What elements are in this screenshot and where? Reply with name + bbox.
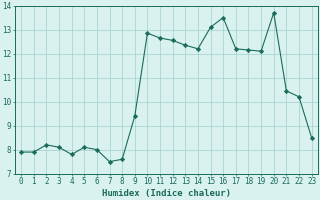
X-axis label: Humidex (Indice chaleur): Humidex (Indice chaleur) — [102, 189, 231, 198]
